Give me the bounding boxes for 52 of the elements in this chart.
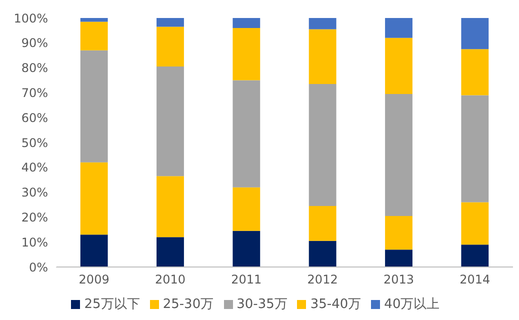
- bar: [80, 234, 108, 267]
- x-tick-label: 2009: [78, 272, 110, 287]
- bar: [308, 240, 336, 267]
- bar: [385, 18, 412, 38]
- bar: [80, 162, 108, 235]
- y-tick-label: 0%: [28, 260, 48, 274]
- legend-label: 30-35万: [236, 297, 288, 312]
- bar: [385, 250, 412, 267]
- bar: [308, 206, 336, 241]
- bar: [308, 18, 336, 30]
- bar: [461, 95, 489, 202]
- x-tick-label: 2011: [231, 272, 262, 287]
- bar: [308, 29, 336, 84]
- y-tick-label: 30%: [21, 186, 48, 200]
- x-tick-label: 2014: [460, 272, 490, 287]
- x-tick-label: 2013: [383, 272, 414, 287]
- legend-label: 40万以上: [384, 297, 440, 312]
- bar: [156, 26, 184, 67]
- y-tick-label: 80%: [21, 61, 48, 76]
- bar: [385, 94, 412, 216]
- x-tick-label: 2010: [154, 272, 186, 287]
- bar: [156, 237, 184, 267]
- bar: [80, 22, 108, 50]
- bar: [461, 202, 489, 245]
- bar: [232, 28, 260, 80]
- bar: [461, 244, 489, 267]
- y-tick-label: 100%: [14, 11, 48, 26]
- bar: [385, 38, 412, 94]
- bar: [461, 18, 489, 50]
- legend-label: 35-40万: [310, 297, 362, 312]
- x-tick-label: 2012: [307, 272, 338, 287]
- bar: [80, 18, 108, 22]
- bar: [232, 187, 260, 231]
- bar: [232, 80, 260, 188]
- y-tick-label: 10%: [21, 235, 48, 250]
- legend-label: 25-30万: [162, 297, 214, 312]
- y-tick-label: 50%: [21, 136, 48, 150]
- bar: [308, 84, 336, 206]
- y-tick-label: 70%: [21, 86, 48, 100]
- bar: [80, 50, 108, 162]
- y-tick-label: 20%: [21, 210, 48, 224]
- bar: [156, 18, 184, 27]
- legend-label: 25万以下: [84, 297, 140, 312]
- bar: [385, 216, 412, 250]
- bar: [232, 18, 260, 28]
- y-tick-label: 90%: [21, 36, 48, 50]
- bar: [232, 230, 260, 267]
- y-tick-label: 40%: [21, 160, 48, 175]
- bar: [156, 66, 184, 176]
- y-tick-label: 60%: [21, 110, 48, 125]
- bar: [156, 176, 184, 238]
- bar: [461, 49, 489, 96]
